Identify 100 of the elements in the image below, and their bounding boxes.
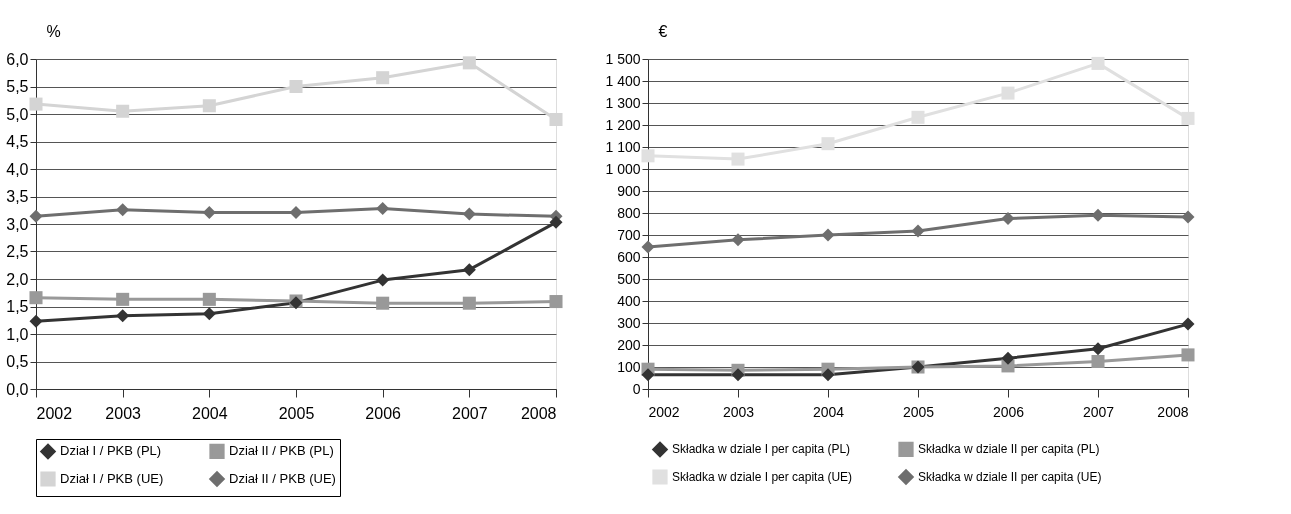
point bbox=[821, 368, 835, 382]
point bbox=[1001, 351, 1015, 365]
point bbox=[731, 233, 745, 247]
y-tick-label: 800 bbox=[617, 204, 641, 221]
y-axis-title: % bbox=[46, 22, 61, 40]
y-axis-title: € bbox=[658, 22, 668, 40]
y-tick-label: 300 bbox=[617, 314, 641, 331]
point bbox=[1091, 56, 1105, 70]
y-tick-label: 4,0 bbox=[6, 160, 29, 178]
y-tick-label: 5,0 bbox=[6, 105, 29, 123]
point bbox=[549, 295, 563, 309]
legend-label: Składka w dziale I per capita (PL) bbox=[672, 442, 851, 457]
y-tick-label: 1 400 bbox=[605, 72, 641, 89]
point bbox=[202, 205, 216, 219]
y-tick-label: 200 bbox=[617, 336, 641, 353]
point bbox=[462, 207, 476, 221]
point bbox=[641, 240, 655, 254]
y-tick-label: 600 bbox=[617, 248, 641, 265]
point bbox=[821, 137, 835, 151]
y-tick-label: 0,5 bbox=[6, 353, 29, 370]
point bbox=[1091, 354, 1105, 369]
point bbox=[731, 152, 745, 166]
legend-label: Składka w dziale II per capita (PL) bbox=[918, 442, 1100, 457]
point bbox=[289, 205, 303, 219]
point bbox=[116, 292, 130, 306]
point bbox=[116, 104, 130, 118]
point bbox=[289, 79, 303, 94]
x-tick-label: 2004 bbox=[192, 404, 228, 422]
point bbox=[731, 368, 745, 382]
point bbox=[911, 224, 925, 238]
x-tick-label: 2008 bbox=[1157, 403, 1189, 420]
y-tick-label: 2,5 bbox=[6, 243, 29, 260]
y-tick-label: 1 100 bbox=[605, 138, 641, 155]
point bbox=[29, 97, 43, 111]
point bbox=[462, 296, 476, 310]
legend-label: Dział II / PKB (UE) bbox=[229, 471, 336, 486]
y-tick-label: 1,0 bbox=[6, 325, 29, 343]
y-tick-label: 1 200 bbox=[605, 116, 641, 133]
point bbox=[202, 307, 216, 321]
point bbox=[1001, 211, 1015, 226]
point bbox=[29, 291, 43, 305]
y-tick-label: 0,0 bbox=[6, 380, 29, 398]
point bbox=[376, 202, 390, 216]
point bbox=[29, 209, 43, 223]
point bbox=[549, 215, 563, 229]
point bbox=[911, 110, 925, 124]
point bbox=[202, 292, 216, 306]
point bbox=[116, 309, 130, 323]
point bbox=[116, 203, 130, 217]
point bbox=[1091, 342, 1105, 356]
x-tick-label: 2008 bbox=[520, 404, 557, 422]
point bbox=[29, 314, 43, 328]
point bbox=[376, 296, 390, 310]
y-tick-label: 900 bbox=[617, 182, 641, 199]
point bbox=[1181, 317, 1195, 331]
x-tick-label: 2003 bbox=[105, 404, 142, 422]
y-tick-label: 2,0 bbox=[6, 270, 29, 288]
point bbox=[549, 112, 563, 127]
point bbox=[641, 149, 655, 163]
y-tick-label: 6,0 bbox=[6, 50, 29, 68]
point bbox=[641, 368, 655, 382]
x-tick-label: 2006 bbox=[365, 404, 402, 422]
x-tick-label: 2006 bbox=[992, 403, 1025, 420]
x-tick-label: 2002 bbox=[36, 404, 73, 422]
point bbox=[1001, 86, 1015, 100]
point bbox=[462, 263, 476, 277]
legend-label: Składka w dziale II per capita (UE) bbox=[918, 470, 1102, 484]
x-tick-label: 2007 bbox=[1082, 403, 1115, 420]
x-tick-label: 2002 bbox=[648, 403, 680, 420]
point bbox=[202, 99, 216, 113]
y-tick-label: 700 bbox=[617, 226, 641, 243]
point bbox=[462, 56, 476, 70]
point bbox=[1181, 210, 1195, 224]
point bbox=[376, 273, 390, 287]
point bbox=[1181, 111, 1195, 125]
point bbox=[1181, 348, 1195, 362]
y-tick-label: 5,5 bbox=[6, 78, 29, 95]
point bbox=[376, 71, 390, 85]
y-tick-label: 500 bbox=[617, 270, 641, 287]
legend-label: Dział I / PKB (PL) bbox=[60, 443, 162, 459]
y-tick-label: 1 300 bbox=[605, 94, 641, 111]
y-tick-label: 3,0 bbox=[6, 215, 29, 233]
x-tick-label: 2007 bbox=[452, 404, 488, 422]
x-tick-label: 2005 bbox=[278, 404, 315, 422]
y-tick-label: 1,5 bbox=[6, 298, 29, 315]
y-tick-label: 400 bbox=[617, 292, 641, 309]
x-tick-label: 2005 bbox=[902, 403, 935, 420]
point bbox=[821, 228, 835, 242]
x-tick-label: 2003 bbox=[722, 403, 755, 420]
y-tick-label: 1 000 bbox=[605, 160, 641, 177]
legend-label: Dział I / PKB (UE) bbox=[60, 471, 164, 486]
point bbox=[1091, 208, 1105, 222]
y-tick-label: 4,5 bbox=[6, 133, 29, 150]
legend-label: Składka w dziale I per capita (UE) bbox=[672, 470, 853, 484]
legend-label: Dział II / PKB (PL) bbox=[229, 443, 334, 459]
y-tick-label: 100 bbox=[617, 358, 641, 375]
y-tick-label: 0 bbox=[632, 380, 641, 397]
y-tick-label: 3,5 bbox=[6, 188, 29, 205]
y-tick-label: 1 500 bbox=[605, 50, 641, 67]
x-tick-label: 2004 bbox=[812, 403, 845, 420]
